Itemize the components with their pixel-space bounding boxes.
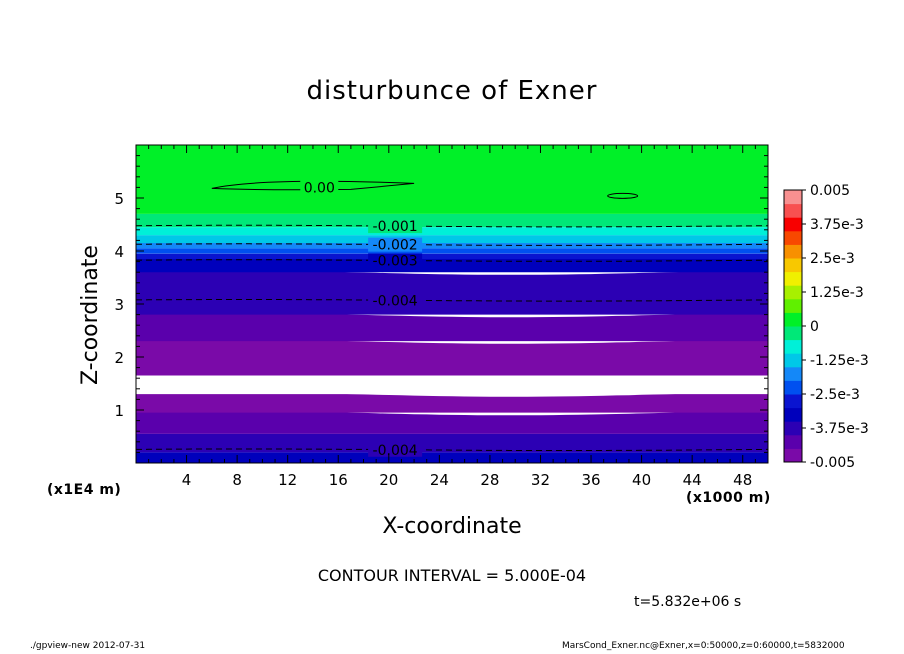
colorbar-swatch [784,190,802,205]
x-tick-label: 28 [480,471,499,489]
contour-line-1 [135,224,769,228]
contour-zero-loop [211,180,415,191]
color-band-2 [136,410,768,434]
contour-line-2 [135,243,769,246]
colorbar-swatch [784,244,802,259]
x-tick-label: 36 [581,471,600,489]
footer-source: MarsCond_Exner.nc@Exner,x=0:50000,z=0:60… [562,641,845,651]
x-tick-label: 12 [278,471,297,489]
color-band-5 [136,338,768,376]
colorbar-label: 0.005 [810,183,850,199]
colorbar-swatch [784,394,802,409]
colorbar-label: -0.005 [810,455,855,471]
contour-label-bg [368,219,423,234]
colorbar-swatch [784,434,802,449]
contour-label-2: -0.002 [373,238,418,254]
contour-line-4 [135,299,769,302]
contour-lines: 0.00 -0.001 -0.002-0.003 -0.004 -0.004 [135,180,769,459]
x-tick-label: 8 [232,471,242,489]
contour-label-3: -0.003 [373,254,418,270]
plot-frame [135,144,769,464]
contour-label-1: -0.001 [373,219,418,235]
color-band-8 [136,258,768,273]
colorbar-swatch [784,421,802,436]
x-tick-label: 40 [632,471,651,489]
color-band-14 [136,213,768,228]
colorbar-swatch [784,230,802,245]
contour-label-bg [300,180,339,195]
x-tick-label: 4 [182,471,192,489]
x-tick-label: 44 [683,471,702,489]
colorbar: 0.005 3.75e-3 2.5e-3 1.25e-3 0 -1.25e-3 -2.5e-… [783,183,869,471]
color-band-6 [136,312,768,342]
chart-title: disturbunce of Exner [306,76,598,106]
footer-program: ./gpview-new 2012-07-31 [30,641,146,651]
x-tick-label: 16 [329,471,348,489]
contour-label-bg [368,293,423,308]
colorbar-swatch [784,203,802,218]
contour-label-5: -0.004 [373,443,418,459]
colorbar-swatch [784,298,802,313]
y-tick-label: 5 [114,190,124,208]
contour-interval-label: CONTOUR INTERVAL = 5.000E-04 [317,566,587,585]
colorbar-label: 0 [810,319,819,335]
contour-line-3 [135,259,769,262]
contour-line-5 [135,448,769,451]
colorbar-swatch [784,380,802,395]
y-axis-label: Z-coordinate [78,245,103,385]
x-axis-unit: (x1000 m) [686,490,771,506]
colorbar-swatch [784,326,802,341]
colorbar-swatch [784,353,802,368]
x-axis-label: X-coordinate [382,514,522,539]
colorbar-label: 1.25e-3 [810,285,864,301]
color-bands [136,145,768,463]
color-band-9 [136,253,768,259]
colorbar-label: -3.75e-3 [810,421,869,437]
x-tick-label: 48 [733,471,752,489]
y-tick-label: 2 [114,349,124,367]
contour-zero-loop-small [607,192,639,199]
color-band-7 [136,269,768,315]
x-tick-label: 24 [430,471,449,489]
y-axis-unit: (x1E4 m) [47,482,122,498]
colorbar-swatch [784,366,802,381]
colorbar-swatch [784,312,802,327]
colorbar-swatch [784,285,802,300]
colorbar-label: 2.5e-3 [810,251,855,267]
x-tick-label: 20 [379,471,398,489]
color-band-3 [136,391,768,413]
color-band-0 [136,452,768,463]
colorbar-swatch [784,258,802,273]
y-axis-ticks: 1 2 3 4 5 [114,155,768,453]
x-axis-ticks: 4 8 12 16 20 24 28 32 36 40 44 48 [148,145,756,489]
color-band-12 [136,235,768,244]
colorbar-swatch [784,217,802,232]
color-band-13 [136,227,768,236]
color-band-11 [136,243,768,249]
color-band-4 [136,372,768,395]
colorbar-swatch [784,271,802,286]
contour-label-0: 0.00 [304,180,335,196]
x-tick-label: 32 [531,471,550,489]
contour-label-bg [368,237,423,252]
colorbar-label: 3.75e-3 [810,217,864,233]
y-tick-label: 3 [114,296,124,314]
contour-label-4: -0.004 [373,293,418,309]
colorbar-swatch [784,448,802,463]
color-band-15 [136,145,768,214]
color-band-1 [136,433,768,453]
color-band-10 [136,248,768,254]
time-label: t=5.832e+06 s [634,594,742,610]
colorbar-swatch [784,407,802,422]
contour-label-bg [368,442,423,457]
contour-label-bg [368,253,423,268]
y-tick-label: 1 [114,402,124,420]
y-tick-label: 4 [114,243,124,261]
colorbar-swatch [784,339,802,354]
colorbar-label: -1.25e-3 [810,353,869,369]
colorbar-label: -2.5e-3 [810,387,860,403]
